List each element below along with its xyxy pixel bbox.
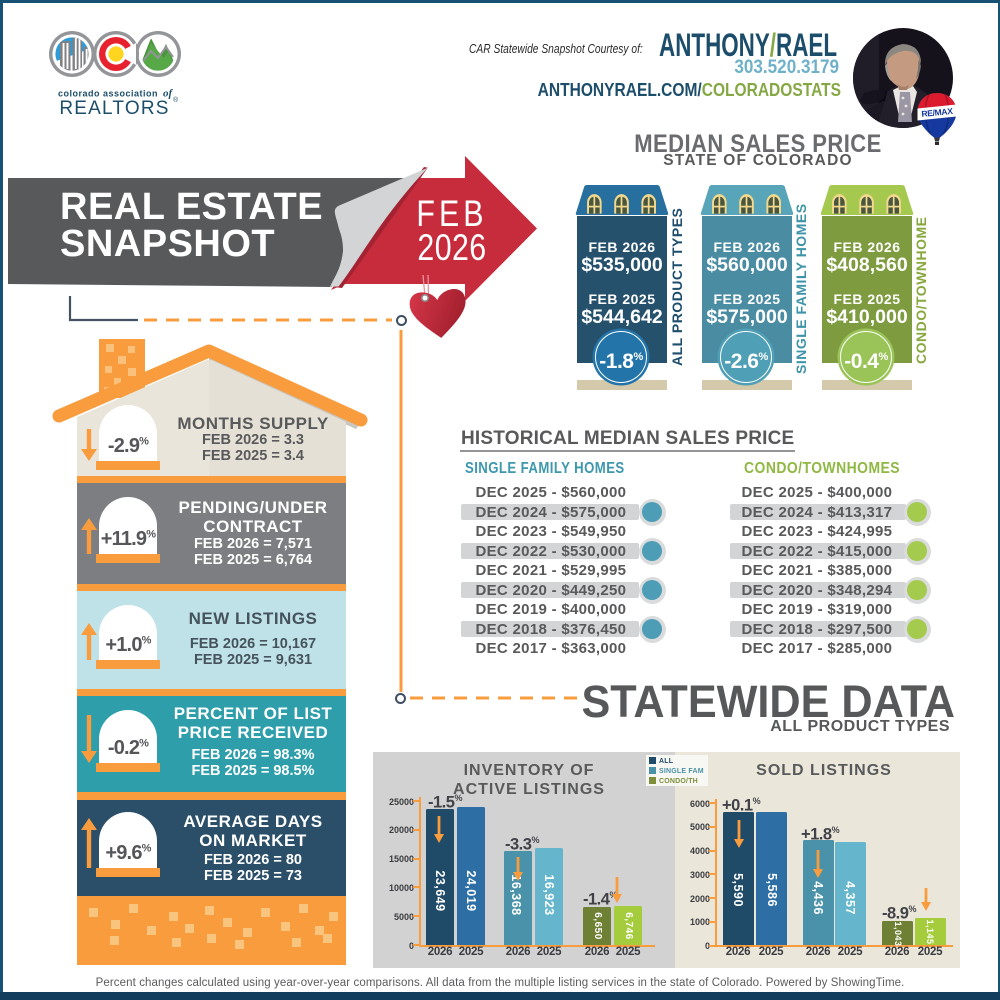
svg-text:colorado association: colorado association [58,89,158,99]
svg-text:RE/MAX: RE/MAX [921,106,954,119]
svg-text:REALTORS: REALTORS [59,98,169,119]
svg-text:®: ® [173,96,179,104]
svg-text:of: of [163,88,174,100]
